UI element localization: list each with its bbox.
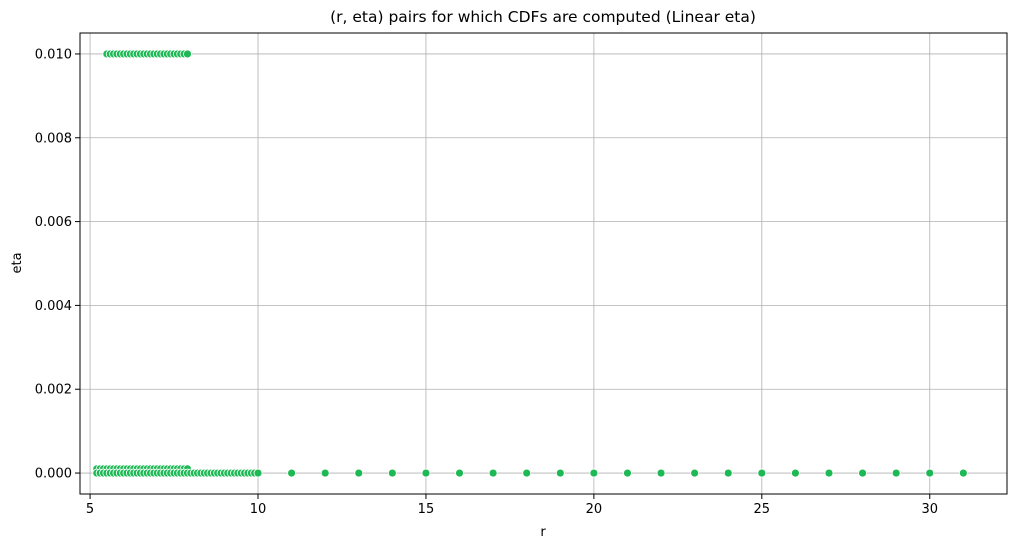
data-point — [354, 468, 364, 478]
data-point — [421, 468, 431, 478]
y-tick-label: 0.010 — [35, 47, 72, 62]
data-point — [824, 468, 834, 478]
data-point — [791, 468, 800, 478]
data-point — [253, 468, 263, 478]
data-points — [92, 49, 968, 478]
data-point — [925, 468, 935, 478]
data-point — [690, 468, 700, 478]
data-point — [320, 468, 330, 478]
x-axis-label: r — [540, 525, 546, 540]
y-axis-label: eta — [10, 252, 25, 273]
y-tick-label: 0.002 — [35, 383, 72, 398]
plot-frame — [79, 32, 1008, 495]
x-axis-ticks: 5 10 15 20 25 30 — [86, 494, 938, 517]
data-point — [183, 49, 192, 59]
x-tick-label: 20 — [586, 502, 603, 517]
y-tick-label: 0.006 — [35, 215, 72, 230]
x-tick-label: 5 — [86, 502, 94, 517]
data-point — [656, 468, 666, 478]
data-point — [623, 468, 632, 478]
chart-title: (r, eta) pairs for which CDFs are comput… — [330, 8, 756, 26]
y-tick-label: 0.008 — [35, 131, 72, 146]
data-point — [958, 468, 968, 478]
data-point — [387, 468, 397, 478]
data-point — [455, 468, 464, 478]
data-point — [287, 468, 296, 478]
data-point — [858, 468, 867, 478]
data-point — [723, 468, 733, 478]
data-point — [555, 468, 565, 478]
x-tick-label: 10 — [250, 502, 267, 517]
data-point — [589, 468, 599, 478]
x-tick-label: 25 — [754, 502, 771, 517]
x-tick-label: 15 — [418, 502, 435, 517]
y-tick-label: 0.004 — [35, 299, 72, 314]
data-point — [891, 468, 901, 478]
grid-lines — [80, 33, 1007, 494]
y-tick-label: 0.000 — [35, 467, 72, 482]
data-point — [488, 468, 498, 478]
data-point — [522, 468, 532, 478]
data-point — [757, 468, 767, 478]
y-axis-ticks: 0.000 0.002 0.004 0.006 0.008 0.010 — [35, 47, 80, 482]
x-tick-label: 30 — [921, 502, 938, 517]
